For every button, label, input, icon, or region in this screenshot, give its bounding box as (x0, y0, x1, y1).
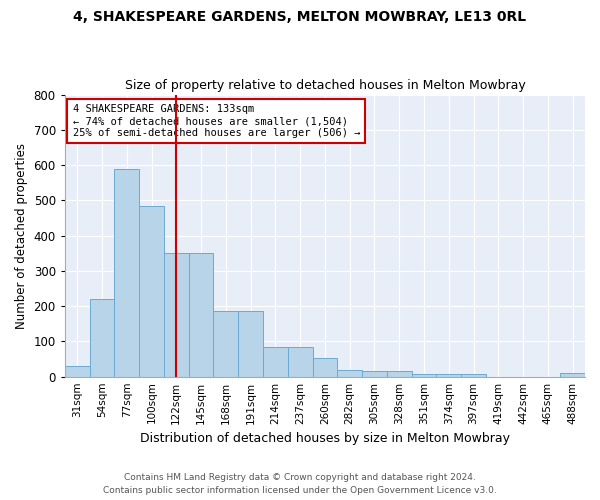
Bar (65, 366, 89, 376)
Y-axis label: Number of detached properties: Number of detached properties (15, 142, 28, 328)
Bar (313, 358, 337, 376)
Bar (288, 346, 313, 376)
Bar (214, 312, 238, 376)
Bar (263, 346, 288, 376)
Bar (412, 374, 436, 376)
Text: Contains HM Land Registry data © Crown copyright and database right 2024.
Contai: Contains HM Land Registry data © Crown c… (103, 474, 497, 495)
Bar (362, 372, 387, 376)
Bar (337, 370, 362, 376)
Bar (238, 312, 263, 376)
Bar (560, 373, 585, 376)
Bar (139, 206, 164, 376)
Text: 4, SHAKESPEARE GARDENS, MELTON MOWBRAY, LE13 0RL: 4, SHAKESPEARE GARDENS, MELTON MOWBRAY, … (73, 10, 527, 24)
Bar (387, 372, 412, 376)
Bar (461, 374, 486, 376)
X-axis label: Distribution of detached houses by size in Melton Mowbray: Distribution of detached houses by size … (140, 432, 510, 445)
Bar (164, 254, 188, 376)
Text: 4 SHAKESPEARE GARDENS: 133sqm
← 74% of detached houses are smaller (1,504)
25% o: 4 SHAKESPEARE GARDENS: 133sqm ← 74% of d… (73, 104, 360, 138)
Bar (436, 374, 461, 376)
Bar (188, 254, 214, 376)
Title: Size of property relative to detached houses in Melton Mowbray: Size of property relative to detached ho… (125, 79, 525, 92)
Bar (115, 168, 139, 376)
Bar (89, 299, 115, 376)
